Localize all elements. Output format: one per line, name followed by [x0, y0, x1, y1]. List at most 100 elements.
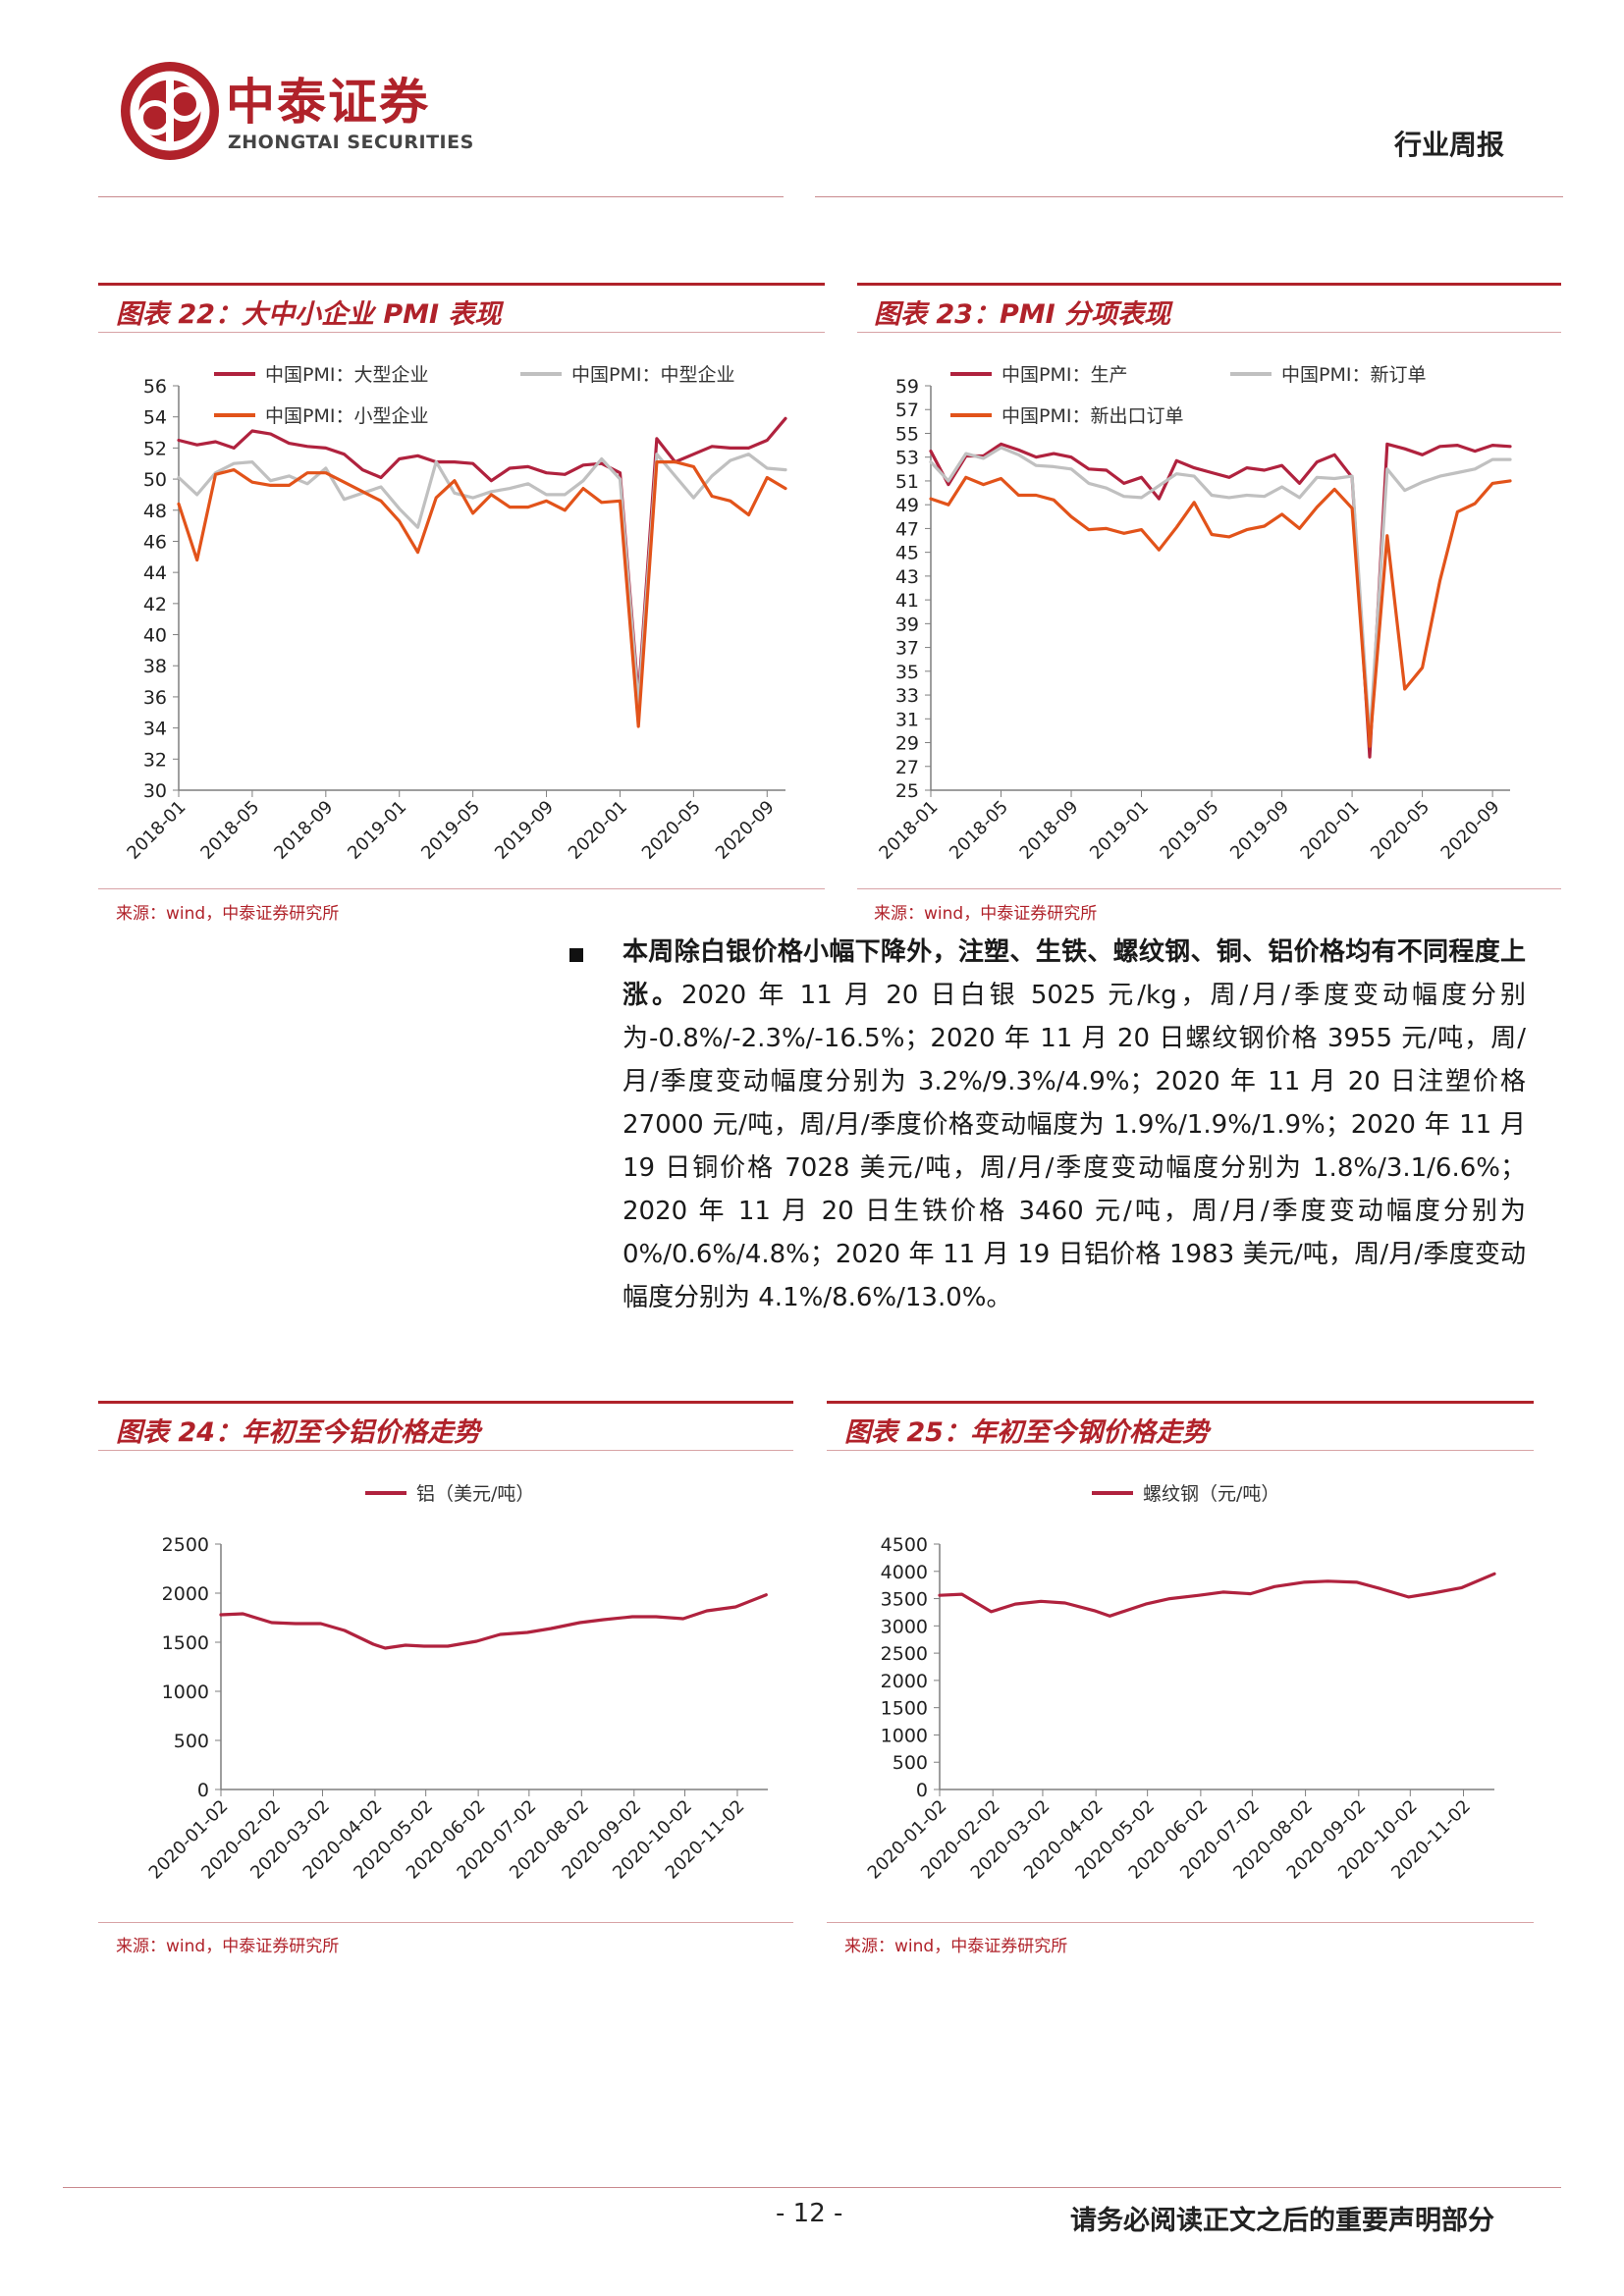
fig23-x-tick-label: 2020-09 [1437, 797, 1504, 864]
fig22-legend-label-3: 中国PMI：小型企业 [265, 405, 428, 427]
fig23-x-tick-label: 2020-01 [1297, 797, 1364, 864]
fig24-series-line-1 [219, 1593, 768, 1650]
fig22-y-tick-label: 48 [143, 501, 167, 522]
header-divider-right [815, 196, 1563, 197]
fig22-x-tick-label: 2018-05 [196, 797, 263, 864]
fig23-x-tick-label: 2018-09 [1016, 797, 1083, 864]
fig22-x-tick-label: 2020-05 [638, 797, 705, 864]
footer-divider [63, 2187, 1561, 2188]
fig23-y-tick-label: 59 [895, 376, 919, 398]
fig22-series-line-2 [177, 453, 787, 707]
fig22-y-tick-label: 32 [143, 749, 167, 771]
logo-wordmark-en: ZHONGTAI SECURITIES [228, 132, 474, 153]
bullet-square-icon [569, 948, 583, 962]
fig22-x-tick-label: 2018-09 [270, 797, 337, 864]
fig23-x-tick-label: 2018-05 [946, 797, 1012, 864]
fig24-y-tick-label: 0 [197, 1780, 209, 1801]
fig23-legend-label-3: 中国PMI：新出口订单 [1001, 405, 1183, 427]
fig22-y-tick-label: 42 [143, 594, 167, 615]
fig22-y-tick-label: 54 [143, 407, 167, 429]
body-paragraph: 本周除白银价格小幅下降外，注塑、生铁、螺纹钢、铜、铝价格均有不同程度上涨。202… [623, 931, 1526, 1319]
fig23-y-tick-label: 49 [895, 495, 919, 516]
fig22-y-tick-label: 40 [143, 625, 167, 647]
fig22-x-tick-label: 2019-05 [417, 797, 484, 864]
fig23-title: 图表 23：PMI 分项表现 [874, 299, 1171, 330]
fig23-y-tick-label: 29 [895, 733, 919, 755]
fig25-title: 图表 25：年初至今钢价格走势 [844, 1417, 1209, 1448]
fig22-y-tick-label: 36 [143, 687, 167, 709]
fig23-source: 来源：wind，中泰证券研究所 [874, 904, 1098, 924]
fig24-y-tick-label: 500 [174, 1731, 209, 1752]
fig23-x-tick-label: 2019-09 [1226, 797, 1293, 864]
fig24-y-tick-label: 2500 [162, 1534, 209, 1556]
fig23-y-tick-label: 57 [895, 400, 919, 421]
fig22-title: 图表 22：大中小企业 PMI 表现 [116, 299, 502, 330]
fig22-y-tick-label: 46 [143, 531, 167, 553]
fig22-y-tick-label: 56 [143, 376, 167, 398]
fig25-y-tick-label: 500 [893, 1752, 928, 1774]
fig23-bottom-rule [857, 888, 1561, 889]
fig23-top-bar [857, 283, 1561, 286]
fig25-y-tick-label: 2500 [881, 1643, 928, 1665]
fig22-y-tick-label: 30 [143, 780, 167, 802]
fig22-x-tick-label: 2020-09 [712, 797, 779, 864]
fig23-y-tick-label: 53 [895, 448, 919, 469]
fig23-series-line-3 [929, 475, 1512, 748]
fig25-chart: 0500100015002000250030003500400045002020… [864, 1483, 1496, 1884]
fig25-y-tick-label: 1000 [881, 1725, 928, 1746]
fig25-y-tick-label: 4500 [881, 1534, 928, 1556]
fig22-y-tick-label: 52 [143, 438, 167, 459]
fig25-y-tick-label: 3000 [881, 1616, 928, 1637]
fig25-top-bar [827, 1401, 1534, 1404]
fig23-y-tick-label: 51 [895, 471, 919, 493]
fig22-x-tick-label: 2020-01 [565, 797, 631, 864]
fig23-y-tick-label: 33 [895, 685, 919, 707]
fig23-series-line-2 [929, 446, 1512, 741]
fig24-y-tick-label: 2000 [162, 1583, 209, 1605]
fig24-y-tick-label: 1000 [162, 1682, 209, 1703]
fig23-y-tick-label: 55 [895, 423, 919, 445]
fig22-title-rule [98, 332, 825, 333]
fig22-bottom-rule [98, 888, 825, 889]
fig23-y-tick-label: 41 [895, 590, 919, 612]
logo-wordmark-cn: 中泰证券 [226, 74, 430, 131]
fig23-y-tick-label: 47 [895, 518, 919, 540]
fig25-y-tick-label: 1500 [881, 1698, 928, 1720]
footer-disclaimer: 请务必阅读正文之后的重要声明部分 [1070, 2206, 1494, 2236]
fig25-bottom-rule [827, 1922, 1534, 1923]
fig23-y-tick-label: 37 [895, 638, 919, 660]
fig23-y-tick-label: 35 [895, 662, 919, 683]
fig23-y-tick-label: 27 [895, 757, 919, 778]
company-logo-icon [121, 62, 219, 160]
fig24-title-rule [98, 1450, 793, 1451]
fig22-legend-label-1: 中国PMI：大型企业 [265, 364, 428, 386]
fig22-x-tick-label: 2019-01 [344, 797, 410, 864]
fig23-x-tick-label: 2019-01 [1086, 797, 1153, 864]
fig25-series-line-1 [938, 1572, 1496, 1618]
fig22-x-tick-label: 2018-01 [123, 797, 189, 864]
fig25-y-tick-label: 0 [916, 1780, 928, 1801]
fig23-y-tick-label: 43 [895, 566, 919, 588]
fig25-source: 来源：wind，中泰证券研究所 [844, 1937, 1068, 1956]
fig23-y-tick-label: 39 [895, 614, 919, 635]
report-type: 行业周报 [1394, 129, 1505, 161]
fig23-x-tick-label: 2020-05 [1367, 797, 1434, 864]
fig23-y-tick-label: 45 [895, 543, 919, 564]
body-paragraph-lead: 本周除白银价格小幅下降外，注塑、生铁、螺纹钢、铜、铝价格均有不同程度上涨。 [623, 937, 1526, 1010]
fig24-source: 来源：wind，中泰证券研究所 [116, 1937, 340, 1956]
fig24-title: 图表 24：年初至今铝价格走势 [116, 1417, 480, 1448]
header-divider-left [98, 196, 784, 197]
fig22-series-line-1 [177, 416, 787, 699]
fig23-legend-label-1: 中国PMI：生产 [1001, 364, 1127, 386]
fig22-source: 来源：wind，中泰证券研究所 [116, 904, 340, 924]
fig24-bottom-rule [98, 1922, 793, 1923]
fig23-x-tick-label: 2019-05 [1157, 797, 1223, 864]
fig23-y-tick-label: 25 [895, 780, 919, 802]
fig22-y-tick-label: 50 [143, 469, 167, 491]
fig22-y-tick-label: 44 [143, 562, 167, 584]
fig23-y-tick-label: 31 [895, 709, 919, 730]
fig24-y-tick-label: 1500 [162, 1632, 209, 1654]
fig25-title-rule [827, 1450, 1534, 1451]
